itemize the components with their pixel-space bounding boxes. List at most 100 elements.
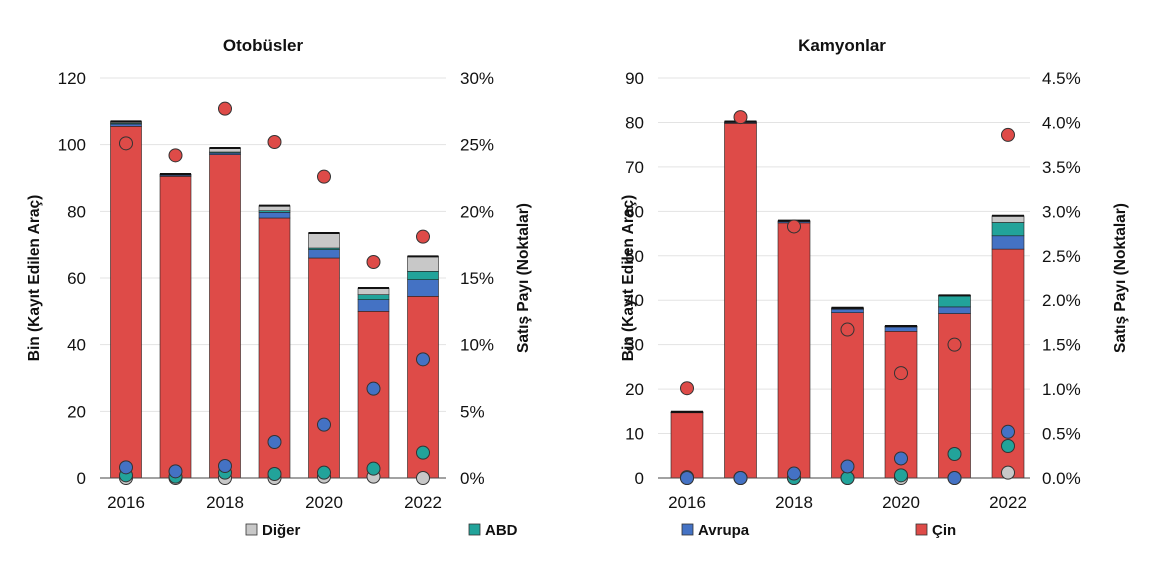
chart1-y2tick-label: 25% xyxy=(460,136,494,155)
chart1-point-avrupa-2022 xyxy=(416,352,430,367)
chart2-bar-cin-2017 xyxy=(724,123,757,479)
chart1-ytick-label: 20 xyxy=(67,402,86,421)
chart2-point-cin-2022 xyxy=(1001,127,1015,142)
chart1-y2label: Satış Payı (Noktalar) xyxy=(515,203,532,353)
chart2-ylabel: Bin (Kayıt Edilen Araç) xyxy=(620,195,637,362)
chart1-bar-avrupa-2019 xyxy=(258,212,291,219)
chart1-ytick-label: 100 xyxy=(58,136,86,155)
chart2-ytick-label: 60 xyxy=(625,202,644,221)
chart2-point-abd-2019 xyxy=(840,471,855,485)
chart1-point-abd-2022 xyxy=(416,445,430,460)
chart2-ytick-label: 10 xyxy=(625,425,644,444)
chart1-xtick-label: 2022 xyxy=(404,493,442,512)
legend-label-diger: Diğer xyxy=(262,522,301,539)
chart1-xtick-label: 2016 xyxy=(107,493,145,512)
chart1-ytick-label: 80 xyxy=(67,202,86,221)
legend-swatch-abd xyxy=(468,523,481,536)
chart2-point-avrupa-2021 xyxy=(947,471,962,485)
chart2-point-cin-2021 xyxy=(947,337,962,352)
chart1-point-diger-2022 xyxy=(416,471,430,485)
legend-swatch-cin xyxy=(915,523,928,536)
chart1-bar-abd-2022 xyxy=(407,271,439,280)
chart2-xtick-label: 2016 xyxy=(668,493,706,512)
chart1-ylabel: Bin (Kayıt Edilen Araç) xyxy=(26,195,43,362)
chart2-y2tick-label: 4.5% xyxy=(1042,69,1081,88)
chart2-point-abd-2021 xyxy=(947,447,962,461)
chart1-y2tick-label: 20% xyxy=(460,202,494,221)
chart2-y2tick-label: 0.0% xyxy=(1042,469,1081,488)
chart2-bar-avrupa-2022 xyxy=(991,235,1025,250)
chart2-point-avrupa-2019 xyxy=(840,459,855,474)
chart1-bar-abd-2021 xyxy=(357,294,390,300)
legend-swatch-avrupa xyxy=(681,523,694,536)
chart2-y2tick-label: 2.0% xyxy=(1042,291,1081,310)
chart2-ytick-label: 0 xyxy=(635,469,644,488)
legend-swatch-diger xyxy=(245,523,258,536)
chart2-y2tick-label: 2.5% xyxy=(1042,247,1081,266)
legend-label-abd: ABD xyxy=(485,522,518,539)
chart1-point-avrupa-2021 xyxy=(366,381,381,396)
chart1-point-abd-2021 xyxy=(366,461,381,476)
chart1-point-avrupa-2020 xyxy=(317,417,331,432)
chart1-bar-cin-2016 xyxy=(110,126,142,479)
chart2-point-avrupa-2022 xyxy=(1001,424,1015,439)
chart1-point-avrupa-2017 xyxy=(168,464,183,479)
chart1-bar-cin-2017 xyxy=(159,176,192,479)
chart2-y2tick-label: 3.5% xyxy=(1042,158,1081,177)
chart1-bar-diger-2022 xyxy=(407,256,439,272)
chart2-title: Kamyonlar xyxy=(798,36,886,55)
chart2-point-abd-2020 xyxy=(894,468,908,483)
chart2-bar-cin-2018 xyxy=(777,222,811,479)
chart1-bar-avrupa-2020 xyxy=(308,249,340,259)
chart2-y2tick-label: 0.5% xyxy=(1042,425,1081,444)
chart2-point-avrupa-2018 xyxy=(787,466,801,481)
chart1-y2tick-label: 10% xyxy=(460,336,494,355)
chart2-point-avrupa-2020 xyxy=(894,451,908,466)
chart2-bar-avrupa-2021 xyxy=(938,306,971,314)
chart2-bar-cin-2016 xyxy=(670,412,704,479)
legend-label-avrupa: Avrupa xyxy=(698,522,750,539)
chart1-point-cin-2016 xyxy=(119,136,133,151)
chart2-ytick-label: 20 xyxy=(625,380,644,399)
chart1-point-cin-2017 xyxy=(168,148,183,163)
chart2-y2tick-label: 3.0% xyxy=(1042,202,1081,221)
chart1-point-cin-2019 xyxy=(267,135,282,149)
chart1-ytick-label: 60 xyxy=(67,269,86,288)
chart2-y2tick-label: 1.0% xyxy=(1042,380,1081,399)
chart1-y2tick-label: 15% xyxy=(460,269,494,288)
chart1-bar-cin-2018 xyxy=(209,154,241,479)
chart1-xtick-label: 2018 xyxy=(206,493,244,512)
chart1-point-avrupa-2019 xyxy=(267,435,282,449)
chart2-bar-avrupa-2020 xyxy=(884,326,918,332)
chart1-bar-avrupa-2021 xyxy=(357,299,390,312)
chart1-point-cin-2022 xyxy=(416,229,430,244)
chart1-point-cin-2021 xyxy=(366,255,381,269)
chart1-bar-avrupa-2022 xyxy=(407,279,439,297)
chart2-point-cin-2017 xyxy=(733,110,748,125)
chart2-bar-cin-2019 xyxy=(831,312,864,479)
chart2-ytick-label: 40 xyxy=(625,291,644,310)
chart2-ytick-label: 30 xyxy=(625,336,644,355)
chart1-y2tick-label: 30% xyxy=(460,69,494,88)
chart2-point-cin-2018 xyxy=(787,219,801,234)
chart2-point-cin-2019 xyxy=(840,322,855,337)
chart2-ytick-label: 90 xyxy=(625,69,644,88)
chart1-point-cin-2018 xyxy=(218,101,232,116)
chart1-title: Otobüsler xyxy=(223,36,304,55)
chart2-bar-abd-2022 xyxy=(991,222,1025,237)
chart1-point-avrupa-2018 xyxy=(218,459,232,473)
chart1-point-avrupa-2016 xyxy=(119,460,133,475)
chart1-bar-avrupa-2016 xyxy=(110,123,142,127)
chart2-point-cin-2016 xyxy=(680,381,694,396)
chart1-point-abd-2020 xyxy=(317,465,331,480)
chart2-ytick-label: 80 xyxy=(625,113,644,132)
chart2-y2tick-label: 1.5% xyxy=(1042,336,1081,355)
chart2-bar-avrupa-2019 xyxy=(831,308,864,313)
chart2-y2tick-label: 4.0% xyxy=(1042,113,1081,132)
chart2-xtick-label: 2020 xyxy=(882,493,920,512)
chart2-xtick-label: 2022 xyxy=(989,493,1027,512)
chart1-y2tick-label: 5% xyxy=(460,402,485,421)
chart1-point-cin-2020 xyxy=(317,169,331,184)
chart2-point-avrupa-2017 xyxy=(733,471,748,485)
